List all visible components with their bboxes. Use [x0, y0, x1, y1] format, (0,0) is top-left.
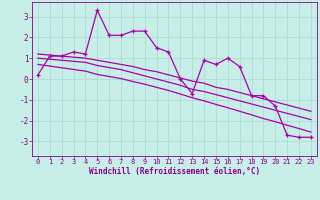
X-axis label: Windchill (Refroidissement éolien,°C): Windchill (Refroidissement éolien,°C) [89, 167, 260, 176]
